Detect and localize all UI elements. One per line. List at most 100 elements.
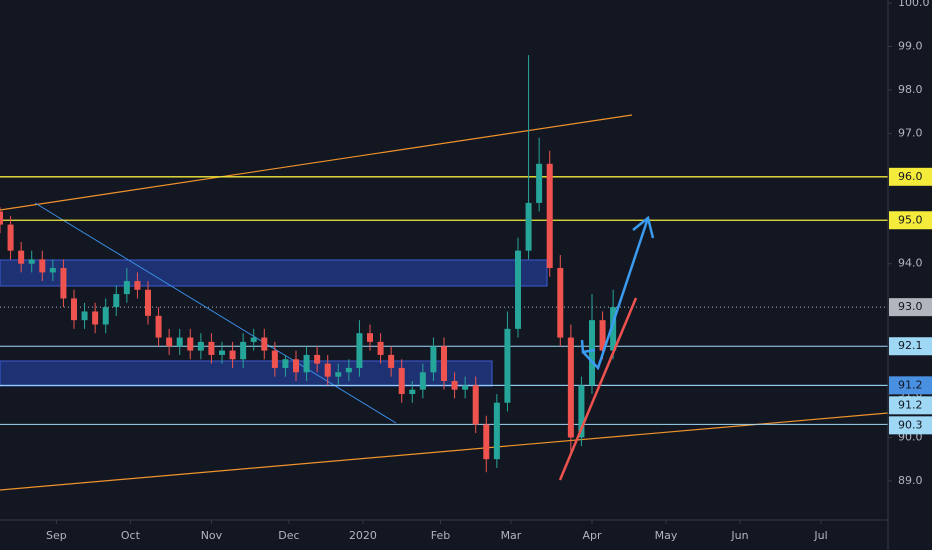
y-tick-label: 100.0 xyxy=(898,0,930,9)
candle-body xyxy=(324,363,331,377)
candle-body xyxy=(240,341,247,360)
level-label-box xyxy=(889,376,932,395)
candle-body xyxy=(536,163,543,203)
candle-body xyxy=(335,372,342,377)
candle-body xyxy=(546,163,553,269)
trend-line xyxy=(34,202,397,424)
axes: 89.090.091.092.093.094.095.096.097.098.0… xyxy=(46,0,932,542)
level-label-box xyxy=(889,298,932,317)
y-tick-label: 94.0 xyxy=(898,257,923,270)
candle-body xyxy=(367,333,373,342)
candle-body xyxy=(388,354,395,368)
candles xyxy=(0,55,617,473)
arrow xyxy=(582,217,650,371)
candle-body xyxy=(0,211,3,225)
level-label-box xyxy=(889,211,932,230)
x-tick-label: Dec xyxy=(278,529,299,542)
candle-body xyxy=(451,380,458,390)
candle-body xyxy=(515,250,521,329)
candle-body xyxy=(578,385,585,438)
y-tick-label: 99.0 xyxy=(898,39,923,52)
candle-body xyxy=(155,315,162,338)
candle-body xyxy=(567,337,574,438)
x-tick-label: Feb xyxy=(431,529,450,542)
candle-body xyxy=(356,333,363,368)
annotations xyxy=(558,215,655,481)
candle-body xyxy=(303,354,310,373)
candle-body xyxy=(145,289,151,316)
candle-body xyxy=(610,307,617,351)
candle-body xyxy=(525,202,532,251)
candle-body xyxy=(589,320,595,386)
candle-body xyxy=(39,259,46,273)
candle-body xyxy=(176,337,183,347)
candle-body xyxy=(134,281,141,290)
candle-body xyxy=(197,341,204,351)
candle-body xyxy=(219,350,225,355)
candle-body xyxy=(599,320,606,351)
candle-body xyxy=(187,337,194,351)
level-label: 96.0 xyxy=(898,170,923,183)
candle-body xyxy=(293,359,299,373)
level-label: 91.2 xyxy=(898,378,923,391)
y-tick-label: 97.0 xyxy=(898,126,923,139)
candle-body xyxy=(102,307,109,325)
x-tick-label: Oct xyxy=(121,529,141,542)
x-tick-label: May xyxy=(655,529,678,542)
candle-body xyxy=(60,268,67,299)
candle-body xyxy=(282,359,289,368)
arrow-head xyxy=(632,215,655,239)
level-label-box xyxy=(889,416,932,435)
trend-line xyxy=(0,114,633,211)
drawings xyxy=(0,114,889,491)
candle-body xyxy=(493,402,500,460)
x-tick-label: Sep xyxy=(46,529,67,542)
candle-body xyxy=(314,354,321,364)
y-tick-label: 98.0 xyxy=(898,83,923,96)
candle-body xyxy=(430,346,437,373)
zone xyxy=(0,259,548,287)
level-label-box xyxy=(889,337,932,356)
candle-body xyxy=(92,311,99,325)
candle-body xyxy=(81,311,88,321)
level-label: 92.1 xyxy=(898,339,923,352)
candle-body xyxy=(462,385,469,390)
candle-body xyxy=(345,367,352,373)
candle-body xyxy=(208,341,215,355)
level-label: 91.2 xyxy=(898,398,923,411)
level-label-box xyxy=(889,167,932,186)
support-line xyxy=(558,297,638,481)
x-tick-label: Apr xyxy=(582,529,602,542)
x-tick-label: 2020 xyxy=(349,529,377,542)
candle-body xyxy=(229,350,236,360)
trend-line xyxy=(0,412,889,491)
x-tick-label: Jul xyxy=(813,529,827,542)
candle-body xyxy=(271,350,278,368)
candle-body xyxy=(483,424,490,460)
candle-body xyxy=(250,337,257,342)
level-label: 90.3 xyxy=(898,418,923,431)
candle-body xyxy=(441,346,447,381)
candle-body xyxy=(261,337,268,351)
level-label-box xyxy=(889,396,932,415)
candle-body xyxy=(557,268,564,338)
arrow-head xyxy=(580,339,596,354)
x-tick-label: Jun xyxy=(730,529,748,542)
candle-body xyxy=(377,341,384,355)
candle-body xyxy=(7,224,14,251)
candle-body xyxy=(71,298,77,321)
candle-body xyxy=(419,372,426,390)
candle-body xyxy=(18,250,25,264)
zone xyxy=(0,360,493,387)
candle-body xyxy=(398,367,405,395)
candle-body xyxy=(49,268,56,273)
x-tick-label: Nov xyxy=(201,529,223,542)
y-tick-label: 89.0 xyxy=(898,474,923,487)
candle-body xyxy=(409,389,416,395)
candle-body xyxy=(504,328,511,403)
x-tick-label: Mar xyxy=(501,529,522,542)
level-label: 93.0 xyxy=(898,300,923,313)
candle-body xyxy=(113,294,120,308)
candle-body xyxy=(28,259,35,264)
